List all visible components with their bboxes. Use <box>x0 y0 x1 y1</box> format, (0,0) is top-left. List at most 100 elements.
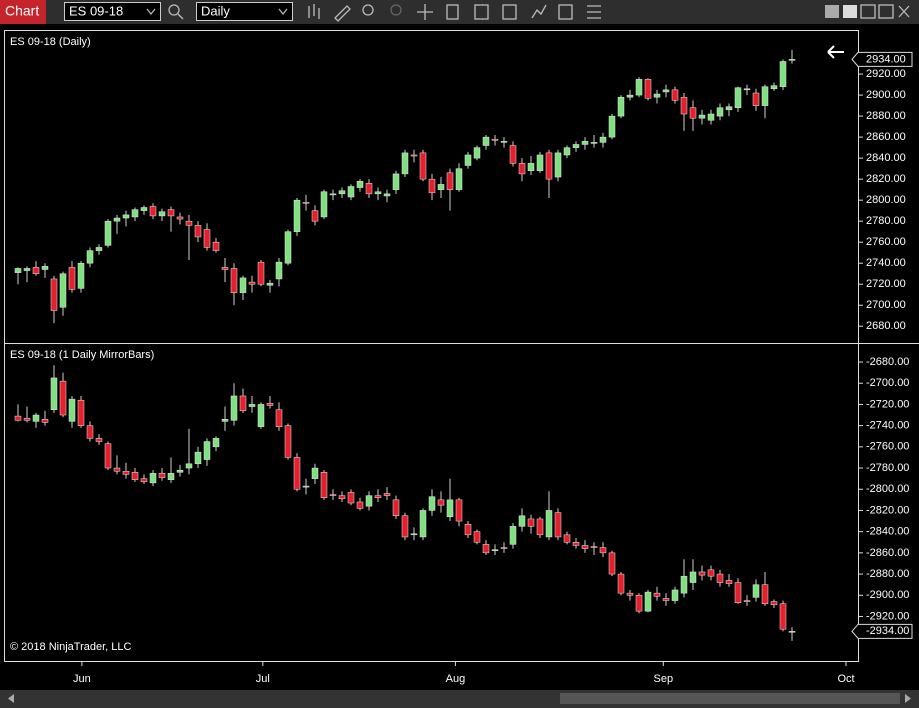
scrollbar-thumb[interactable] <box>560 693 900 704</box>
candle-body <box>149 206 157 217</box>
templates-icon[interactable] <box>474 4 489 20</box>
candle-body <box>554 512 562 538</box>
candle-body <box>329 494 337 496</box>
x-tick-label: Sep <box>654 673 674 685</box>
candle-body <box>329 193 337 196</box>
candle-body <box>374 191 382 195</box>
zoom-out-icon[interactable] <box>390 4 402 16</box>
chart-tab[interactable] <box>0 0 46 24</box>
candle-body <box>293 199 301 232</box>
maximize-btn[interactable] <box>878 4 894 19</box>
indicators-icon[interactable] <box>502 4 517 20</box>
y-tick-label: 2900.00 <box>866 89 906 101</box>
candle-body <box>671 589 679 601</box>
scroll-right[interactable] <box>905 694 911 703</box>
search-icon-handle <box>177 13 184 20</box>
candle-body <box>293 457 301 490</box>
candle-body <box>32 414 40 422</box>
draw-icon[interactable] <box>334 5 351 22</box>
candle-body <box>50 278 58 311</box>
candle-body <box>779 603 787 630</box>
candle-body <box>644 79 652 99</box>
minimize-btn[interactable] <box>860 4 876 19</box>
candle-body <box>599 136 607 143</box>
candle-body <box>311 210 319 222</box>
candle-body <box>653 93 661 98</box>
candle-body <box>455 168 463 190</box>
candle-body <box>401 515 409 538</box>
candle-body <box>77 399 85 426</box>
candle-body <box>428 496 436 511</box>
candle-body <box>140 478 148 483</box>
instrument-box[interactable] <box>64 2 161 21</box>
candle-body <box>131 209 139 218</box>
candle-body <box>437 499 445 506</box>
window-btn[interactable] <box>825 5 839 18</box>
candle-body <box>338 495 346 500</box>
candle-body <box>689 571 697 583</box>
candle-body <box>347 492 355 504</box>
candle-body <box>23 417 31 421</box>
candle-body <box>509 145 517 164</box>
y-tick-label: 2800.00 <box>866 194 906 206</box>
candle-body <box>149 473 157 484</box>
candle-body <box>356 501 364 509</box>
candle-body <box>518 163 526 175</box>
y-tick-label: 2840.00 <box>866 152 906 164</box>
candle-body <box>365 183 373 195</box>
candle-body <box>608 552 616 575</box>
candle-body <box>446 172 454 190</box>
candle-body <box>95 438 103 442</box>
candle-body <box>176 469 184 473</box>
scroll-left[interactable] <box>8 694 14 703</box>
candle-body <box>536 154 544 171</box>
candle-body <box>500 141 508 143</box>
candle-body <box>104 443 112 469</box>
candle-body <box>419 510 427 538</box>
candle-body <box>230 268 238 293</box>
search-icon[interactable] <box>168 4 180 16</box>
candle-body <box>140 207 148 211</box>
candle-body <box>608 115 616 138</box>
back-arrow[interactable] <box>827 45 844 59</box>
candle-body <box>743 600 751 602</box>
last-price-label: 2934.00 <box>866 53 906 65</box>
window-btn[interactable] <box>843 5 857 18</box>
y-tick-label: -2700.00 <box>866 377 909 389</box>
candle-body <box>644 591 652 612</box>
candle-body <box>752 584 760 598</box>
candle-body <box>158 473 166 478</box>
candle-body <box>743 88 751 91</box>
menu-icon[interactable] <box>587 5 601 19</box>
plot-frame <box>4 30 859 662</box>
candle-body <box>239 277 247 293</box>
panel-title: ES 09-18 (1 Daily MirrorBars) <box>10 349 154 361</box>
candle-body <box>122 470 130 475</box>
strategies-icon[interactable] <box>531 4 547 19</box>
candle-body <box>599 547 607 554</box>
x-tick-label: Jul <box>256 673 270 685</box>
chart-tab-label: Chart <box>5 3 39 19</box>
candle-body <box>788 59 796 61</box>
candle-body <box>680 575 688 594</box>
properties-icon[interactable] <box>446 4 459 20</box>
analyzer-icon[interactable] <box>558 4 573 20</box>
candle-body <box>14 415 22 421</box>
close-btn[interactable] <box>898 5 910 18</box>
candle-body <box>221 419 229 422</box>
candle-body <box>50 377 58 410</box>
candle-body <box>203 441 211 460</box>
candle-body <box>626 592 634 596</box>
y-tick-label: 2740.00 <box>866 257 906 269</box>
candle-body <box>419 152 427 180</box>
crosshair-icon[interactable] <box>417 4 433 20</box>
candle-body <box>725 106 733 111</box>
period-box[interactable] <box>196 2 293 21</box>
y-tick-label: 2820.00 <box>866 173 906 185</box>
bars-icon[interactable] <box>308 4 320 19</box>
candle-body <box>527 518 535 527</box>
zoom-in-icon[interactable] <box>362 4 374 16</box>
y-tick-label: 2780.00 <box>866 215 906 227</box>
candle-body <box>68 398 76 422</box>
